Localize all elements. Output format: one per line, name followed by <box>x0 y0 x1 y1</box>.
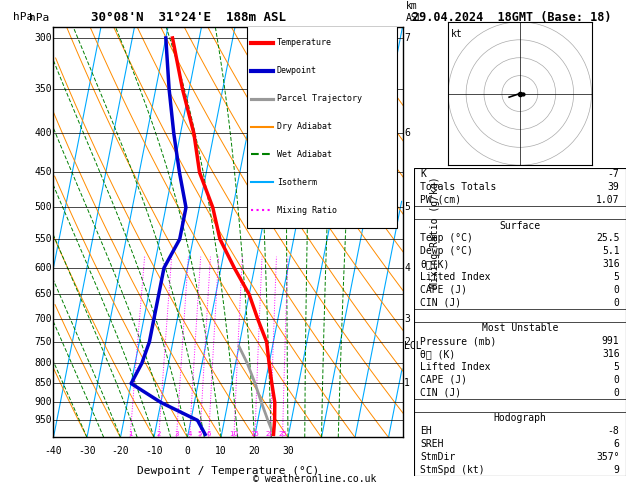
Text: θᴄ (K): θᴄ (K) <box>420 349 455 359</box>
Text: Lifted Index: Lifted Index <box>420 362 491 372</box>
Text: 5.1: 5.1 <box>602 246 620 256</box>
Text: kt: kt <box>451 29 463 39</box>
Text: -8: -8 <box>608 426 620 436</box>
Text: 0: 0 <box>184 446 191 455</box>
Text: 20: 20 <box>266 432 275 437</box>
Text: 1: 1 <box>404 379 410 388</box>
Text: km
ASL: km ASL <box>406 1 424 23</box>
Text: StmSpd (kt): StmSpd (kt) <box>420 465 485 475</box>
Text: Most Unstable: Most Unstable <box>482 323 558 333</box>
Text: 0: 0 <box>614 298 620 308</box>
Text: CIN (J): CIN (J) <box>420 388 461 398</box>
Text: 25.5: 25.5 <box>596 233 620 243</box>
Text: 1.07: 1.07 <box>596 195 620 205</box>
Text: 6: 6 <box>404 128 410 139</box>
Text: 991: 991 <box>602 336 620 346</box>
Text: -30: -30 <box>78 446 96 455</box>
Text: EH: EH <box>420 426 432 436</box>
Text: 0: 0 <box>614 285 620 295</box>
Text: Isotherm: Isotherm <box>277 178 317 187</box>
Text: 6: 6 <box>206 432 211 437</box>
Text: -10: -10 <box>145 446 163 455</box>
Text: Temperature: Temperature <box>277 38 332 47</box>
Text: hPa: hPa <box>29 13 49 23</box>
Text: 650: 650 <box>34 290 52 299</box>
Text: 600: 600 <box>34 263 52 273</box>
Text: 6: 6 <box>614 439 620 449</box>
Text: 357°: 357° <box>596 452 620 462</box>
Text: Dewpoint / Temperature (°C): Dewpoint / Temperature (°C) <box>137 466 319 476</box>
Text: 450: 450 <box>34 168 52 177</box>
Text: -20: -20 <box>112 446 130 455</box>
Text: © weatheronline.co.uk: © weatheronline.co.uk <box>253 473 376 484</box>
Text: Hodograph: Hodograph <box>493 414 547 423</box>
Text: Dewpoint: Dewpoint <box>277 66 317 75</box>
Text: 20: 20 <box>248 446 260 455</box>
Text: 7: 7 <box>404 33 410 43</box>
Text: Parcel Trajectory: Parcel Trajectory <box>277 94 362 103</box>
Text: 300: 300 <box>34 33 52 43</box>
Text: 316: 316 <box>602 259 620 269</box>
Text: 30: 30 <box>282 446 294 455</box>
Text: 900: 900 <box>34 398 52 407</box>
Text: θᴄ(K): θᴄ(K) <box>420 259 450 269</box>
Text: 0: 0 <box>614 388 620 398</box>
Text: 0: 0 <box>614 375 620 385</box>
Text: Mixing Ratio (g/kg): Mixing Ratio (g/kg) <box>430 176 440 288</box>
Text: 2: 2 <box>157 432 161 437</box>
Text: 39: 39 <box>608 182 620 192</box>
Text: 2: 2 <box>404 337 410 347</box>
Text: 400: 400 <box>34 128 52 139</box>
Text: 950: 950 <box>34 416 52 425</box>
Text: 850: 850 <box>34 379 52 388</box>
Text: Surface: Surface <box>499 221 540 230</box>
Text: PW (cm): PW (cm) <box>420 195 461 205</box>
Text: Totals Totals: Totals Totals <box>420 182 497 192</box>
Text: 25: 25 <box>278 432 287 437</box>
Text: 5: 5 <box>404 203 410 212</box>
Text: 700: 700 <box>34 314 52 324</box>
Text: -7: -7 <box>608 169 620 179</box>
Text: Mixing Ratio: Mixing Ratio <box>277 206 337 215</box>
Text: K: K <box>420 169 426 179</box>
FancyBboxPatch shape <box>247 25 398 228</box>
Text: CAPE (J): CAPE (J) <box>420 375 467 385</box>
Text: Temp (°C): Temp (°C) <box>420 233 473 243</box>
Text: 350: 350 <box>34 84 52 94</box>
Text: 750: 750 <box>34 337 52 347</box>
Text: 500: 500 <box>34 203 52 212</box>
Text: 550: 550 <box>34 234 52 244</box>
Text: LCL: LCL <box>404 341 422 351</box>
Text: Dewp (°C): Dewp (°C) <box>420 246 473 256</box>
Text: Dry Adiabat: Dry Adiabat <box>277 122 332 131</box>
Text: 10: 10 <box>215 446 227 455</box>
Text: Lifted Index: Lifted Index <box>420 272 491 282</box>
Text: 30°08'N  31°24'E  188m ASL: 30°08'N 31°24'E 188m ASL <box>91 11 286 24</box>
Text: StmDir: StmDir <box>420 452 455 462</box>
Text: SREH: SREH <box>420 439 443 449</box>
Text: 10: 10 <box>230 432 238 437</box>
Text: Pressure (mb): Pressure (mb) <box>420 336 497 346</box>
Text: Wet Adiabat: Wet Adiabat <box>277 150 332 159</box>
Text: 5: 5 <box>614 272 620 282</box>
Text: 4: 4 <box>404 263 410 273</box>
Text: CAPE (J): CAPE (J) <box>420 285 467 295</box>
Text: 9: 9 <box>614 465 620 475</box>
Text: 29.04.2024  18GMT (Base: 18): 29.04.2024 18GMT (Base: 18) <box>412 11 611 24</box>
Text: CIN (J): CIN (J) <box>420 298 461 308</box>
Text: 1: 1 <box>128 432 132 437</box>
Text: 5: 5 <box>198 432 202 437</box>
Text: 5: 5 <box>614 362 620 372</box>
Text: 3: 3 <box>174 432 179 437</box>
Text: hPa: hPa <box>13 12 33 22</box>
Text: 800: 800 <box>34 358 52 368</box>
Text: 316: 316 <box>602 349 620 359</box>
Text: 3: 3 <box>404 314 410 324</box>
Text: 15: 15 <box>250 432 259 437</box>
Text: 4: 4 <box>187 432 192 437</box>
Text: -40: -40 <box>45 446 62 455</box>
